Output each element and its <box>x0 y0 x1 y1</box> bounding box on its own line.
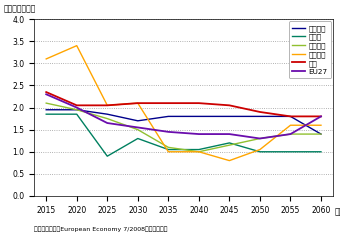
スペイン <box>258 148 262 151</box>
スペイン <box>105 104 109 107</box>
イタリア <box>227 144 232 147</box>
フランス <box>105 113 109 116</box>
英国 <box>44 91 48 93</box>
英国 <box>105 104 109 107</box>
EU27 <box>166 130 170 133</box>
スペイン <box>75 44 79 47</box>
フランス <box>166 115 170 118</box>
イタリア <box>75 108 79 111</box>
英国 <box>258 110 262 114</box>
スペイン <box>166 150 170 153</box>
ドイツ <box>197 148 201 151</box>
EU27 <box>136 126 140 129</box>
Line: EU27: EU27 <box>46 94 321 138</box>
英国 <box>319 115 323 118</box>
ドイツ <box>288 150 292 153</box>
EU27 <box>105 122 109 125</box>
ドイツ <box>227 141 232 144</box>
フランス <box>258 115 262 118</box>
フランス <box>288 115 292 118</box>
イタリア <box>288 133 292 136</box>
Line: イタリア: イタリア <box>46 103 321 152</box>
ドイツ <box>75 113 79 116</box>
EU27 <box>44 93 48 96</box>
フランス <box>319 133 323 136</box>
イタリア <box>136 128 140 131</box>
フランス <box>136 120 140 122</box>
Text: 資料：欧州委『European Economy 7/2008』から作成。: 資料：欧州委『European Economy 7/2008』から作成。 <box>34 226 168 232</box>
英国 <box>75 104 79 107</box>
ドイツ <box>166 148 170 151</box>
イタリア <box>166 146 170 149</box>
EU27 <box>197 133 201 136</box>
フランス <box>197 115 201 118</box>
スペイン <box>197 150 201 153</box>
EU27 <box>319 115 323 118</box>
EU27 <box>258 137 262 140</box>
英国 <box>136 102 140 105</box>
ドイツ <box>319 150 323 153</box>
ドイツ <box>105 155 109 158</box>
ドイツ <box>136 137 140 140</box>
Text: （年）: （年） <box>335 207 340 217</box>
イタリア <box>105 117 109 120</box>
フランス <box>227 115 232 118</box>
イタリア <box>319 133 323 136</box>
Text: （前年比、％）: （前年比、％） <box>4 5 36 14</box>
ドイツ <box>44 113 48 116</box>
スペイン <box>136 102 140 105</box>
イタリア <box>44 102 48 105</box>
スペイン <box>44 58 48 60</box>
フランス <box>44 108 48 111</box>
スペイン <box>227 159 232 162</box>
Line: 英国: 英国 <box>46 92 321 116</box>
EU27 <box>75 106 79 109</box>
英国 <box>197 102 201 105</box>
Line: スペイン: スペイン <box>46 46 321 161</box>
イタリア <box>197 150 201 153</box>
EU27 <box>227 133 232 136</box>
英国 <box>166 102 170 105</box>
フランス <box>75 108 79 111</box>
Legend: フランス, ドイツ, イタリア, スペイン, 英国, EU27: フランス, ドイツ, イタリア, スペイン, 英国, EU27 <box>289 21 331 78</box>
Line: フランス: フランス <box>46 110 321 134</box>
英国 <box>227 104 232 107</box>
スペイン <box>288 124 292 127</box>
イタリア <box>258 137 262 140</box>
英国 <box>288 115 292 118</box>
Line: ドイツ: ドイツ <box>46 114 321 156</box>
ドイツ <box>258 150 262 153</box>
EU27 <box>288 133 292 136</box>
スペイン <box>319 124 323 127</box>
